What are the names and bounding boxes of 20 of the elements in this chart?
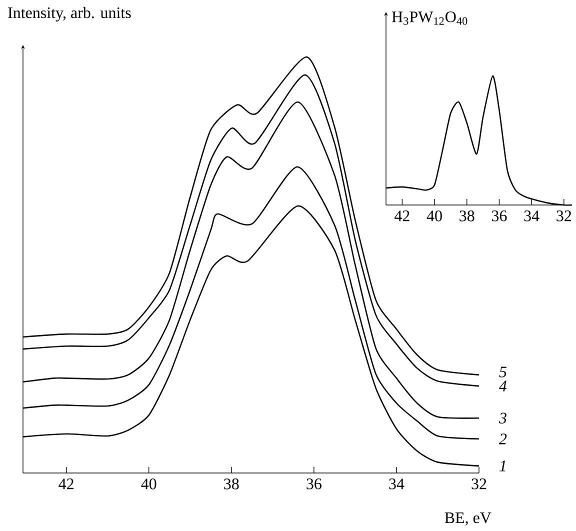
series-label: 5 xyxy=(499,366,507,378)
series-label: 2 xyxy=(498,434,507,444)
y-axis-title: Intensity, arb. units xyxy=(8,6,131,22)
x-tick-label: 32 xyxy=(556,210,572,222)
x-tick-label: 34 xyxy=(524,210,540,222)
series-label: 1 xyxy=(500,460,506,472)
chart-title: H$_{3}$PW$_{12}$O$_{40}$ xyxy=(392,12,468,25)
x-tick-label: 40 xyxy=(141,478,156,490)
series-label: 3 xyxy=(498,412,506,424)
x-tick-label: 38 xyxy=(224,478,239,490)
x-tick-label: 40 xyxy=(426,210,442,222)
x-tick-label: 42 xyxy=(394,210,410,222)
x-tick-label: 34 xyxy=(389,478,404,490)
x-tick-label: 36 xyxy=(306,478,322,490)
x-tick-label: 32 xyxy=(472,478,486,490)
x-axis-title: BE, eV xyxy=(444,512,492,526)
x-tick-label: 42 xyxy=(58,478,74,490)
series-label: 4 xyxy=(499,380,507,392)
x-tick-label: 38 xyxy=(460,210,474,222)
x-tick-label: 36 xyxy=(492,210,507,222)
